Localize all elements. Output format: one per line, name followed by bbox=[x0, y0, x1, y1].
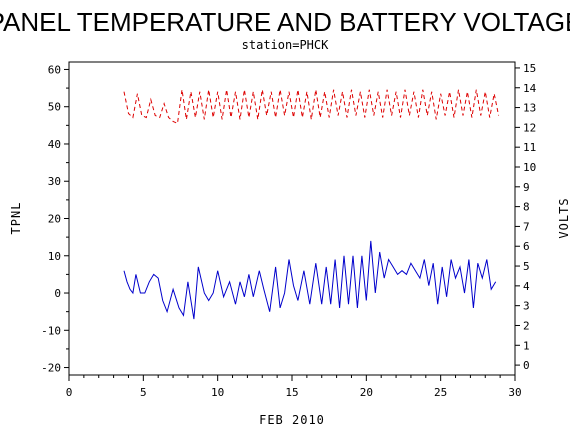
x-tick-label: 5 bbox=[140, 386, 147, 399]
right-y-tick-label: 4 bbox=[523, 280, 530, 293]
right-y-tick-label: 10 bbox=[523, 161, 536, 174]
left-y-axis: -20 -10 0 10 20 30 40 50 60 bbox=[41, 63, 69, 375]
right-y-tick-label: 8 bbox=[523, 201, 530, 214]
right-y-tick-label: 5 bbox=[523, 260, 530, 273]
right-y-tick-label: 11 bbox=[523, 141, 536, 154]
right-y-tick-label: 6 bbox=[523, 240, 530, 253]
chart-subtitle: station=PHCK bbox=[242, 38, 329, 52]
x-tick-label: 30 bbox=[508, 386, 521, 399]
right-y-tick-label: 12 bbox=[523, 121, 536, 134]
left-y-tick-label: 40 bbox=[48, 138, 61, 151]
left-y-tick-label: 10 bbox=[48, 250, 61, 263]
left-y-tick-label: 30 bbox=[48, 175, 61, 188]
x-tick-label: 25 bbox=[434, 386, 447, 399]
left-y-tick-label: -20 bbox=[41, 362, 61, 375]
series-layer bbox=[123, 89, 500, 320]
right-y-tick-label: 3 bbox=[523, 300, 530, 313]
left-y-tick-label: 60 bbox=[48, 63, 61, 76]
left-y-tick-label: 50 bbox=[48, 101, 61, 114]
right-y-tick-label: 7 bbox=[523, 220, 530, 233]
right-y-tick-label: 14 bbox=[523, 82, 537, 95]
left-y-tick-label: 20 bbox=[48, 213, 61, 226]
right-y-axis-label: VOLTS bbox=[557, 197, 570, 238]
right-y-tick-label: 2 bbox=[523, 319, 530, 332]
right-y-tick-label: 9 bbox=[523, 181, 530, 194]
tpnl-line bbox=[123, 240, 497, 320]
x-axis: 0 5 10 15 20 25 30 bbox=[66, 375, 522, 399]
left-y-tick-label: 0 bbox=[54, 287, 61, 300]
chart-title: PANEL TEMPERATURE AND BATTERY VOLTAGE bbox=[0, 7, 570, 37]
x-tick-label: 10 bbox=[211, 386, 224, 399]
x-tick-label: 20 bbox=[360, 386, 373, 399]
volts-line bbox=[123, 89, 500, 125]
right-y-tick-label: 13 bbox=[523, 102, 536, 115]
x-tick-label: 0 bbox=[66, 386, 73, 399]
right-y-tick-label: 15 bbox=[523, 62, 536, 75]
x-tick-label: 15 bbox=[285, 386, 298, 399]
left-y-tick-label: -10 bbox=[41, 324, 61, 337]
left-y-axis-label: TPNL bbox=[9, 202, 23, 235]
right-y-tick-label: 1 bbox=[523, 339, 530, 352]
right-y-tick-label: 0 bbox=[523, 359, 530, 372]
x-axis-label: FEB 2010 bbox=[259, 413, 325, 427]
